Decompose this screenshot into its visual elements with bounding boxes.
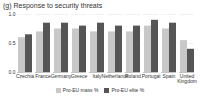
svg-text:Czechia: Czechia [16, 73, 34, 79]
svg-text:Germany: Germany [51, 73, 72, 79]
svg-text:Spain: Spain [163, 73, 176, 79]
svg-text:Greece: Greece [71, 73, 88, 79]
html-text:Pro-EU mass %: Pro-EU mass % [62, 86, 99, 93]
html-text:Pro-EU elite %: Pro-EU elite % [111, 86, 145, 93]
svg-text:Poland: Poland [125, 73, 141, 79]
svg-text:Portugal: Portugal [142, 73, 161, 79]
svg-text:0.5: 0.5 [9, 40, 16, 46]
svg-text:0.0: 0.0 [9, 69, 16, 75]
html-text:Italy Netherlands: Italy Netherlands [92, 73, 129, 80]
svg-text:France: France [35, 73, 51, 79]
html-text:(g) Response to security threa: (g) Response to security threats [3, 2, 103, 9]
svg-text:UnitedKingdom: UnitedKingdom [177, 73, 197, 84]
svg-text:1.0: 1.0 [9, 11, 16, 17]
